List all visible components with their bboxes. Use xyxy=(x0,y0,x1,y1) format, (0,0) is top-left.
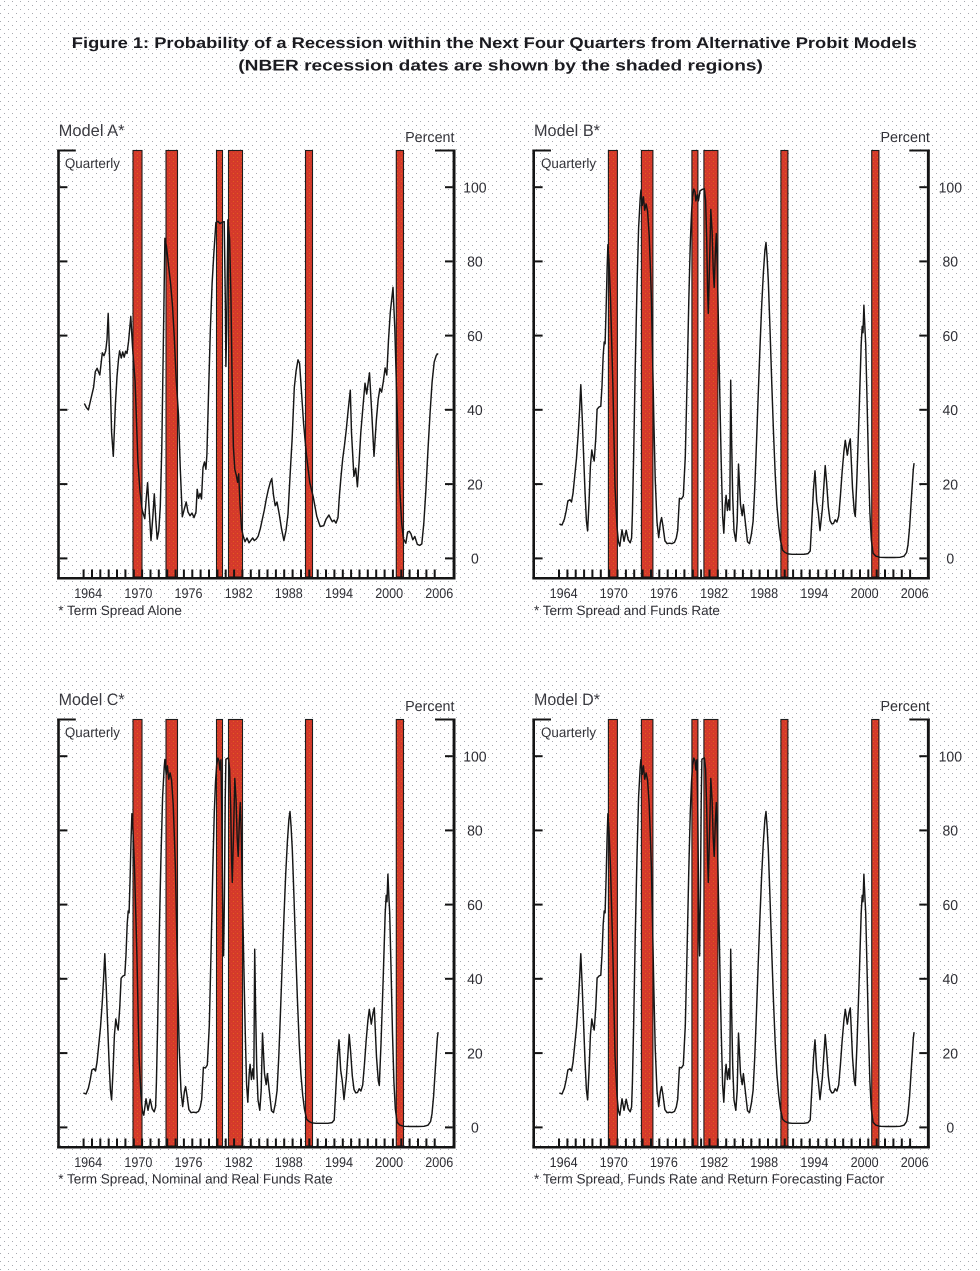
svg-text:80: 80 xyxy=(467,255,483,271)
svg-text:1970: 1970 xyxy=(600,1154,628,1170)
svg-text:2006: 2006 xyxy=(425,1154,453,1170)
svg-text:1970: 1970 xyxy=(600,585,628,601)
svg-text:Model A*: Model A* xyxy=(59,122,126,140)
svg-text:1994: 1994 xyxy=(800,585,828,601)
svg-text:1988: 1988 xyxy=(275,585,303,601)
svg-text:40: 40 xyxy=(467,972,483,988)
svg-text:* Term Spread, Nominal and Rea: * Term Spread, Nominal and Real Funds Ra… xyxy=(58,1172,332,1187)
svg-text:0: 0 xyxy=(946,552,954,568)
svg-text:Quarterly: Quarterly xyxy=(65,156,120,171)
svg-text:Quarterly: Quarterly xyxy=(541,725,596,740)
svg-text:20: 20 xyxy=(467,477,483,493)
svg-text:0: 0 xyxy=(471,1121,479,1137)
svg-text:1988: 1988 xyxy=(750,1154,778,1170)
svg-text:(NBER recession dates are show: (NBER recession dates are shown by the s… xyxy=(238,58,763,75)
svg-text:2000: 2000 xyxy=(851,585,879,601)
svg-text:Percent: Percent xyxy=(881,130,930,146)
svg-text:1964: 1964 xyxy=(74,1154,102,1170)
svg-text:Quarterly: Quarterly xyxy=(65,725,120,740)
svg-text:1976: 1976 xyxy=(175,1154,203,1170)
svg-text:Model D*: Model D* xyxy=(534,691,601,709)
svg-text:2006: 2006 xyxy=(425,585,453,601)
svg-text:100: 100 xyxy=(939,180,962,196)
svg-text:1976: 1976 xyxy=(650,1154,678,1170)
svg-text:* Term Spread, Funds Rate and: * Term Spread, Funds Rate and Return For… xyxy=(534,1172,885,1187)
svg-text:40: 40 xyxy=(943,972,959,988)
svg-text:Quarterly: Quarterly xyxy=(541,156,596,171)
svg-text:1964: 1964 xyxy=(550,1154,578,1170)
svg-text:40: 40 xyxy=(943,403,959,419)
svg-text:80: 80 xyxy=(943,255,959,271)
svg-text:60: 60 xyxy=(467,898,483,914)
svg-text:1970: 1970 xyxy=(124,585,152,601)
svg-text:0: 0 xyxy=(471,552,479,568)
svg-text:1994: 1994 xyxy=(325,585,353,601)
svg-text:Percent: Percent xyxy=(881,699,930,715)
svg-text:100: 100 xyxy=(463,749,486,765)
svg-text:1976: 1976 xyxy=(175,585,203,601)
svg-text:80: 80 xyxy=(943,824,959,840)
svg-text:1982: 1982 xyxy=(700,585,728,601)
svg-text:20: 20 xyxy=(943,1046,959,1062)
svg-text:Percent: Percent xyxy=(405,130,454,146)
svg-text:1994: 1994 xyxy=(800,1154,828,1170)
svg-text:* Term Spread Alone: * Term Spread Alone xyxy=(58,603,182,618)
svg-text:1988: 1988 xyxy=(750,585,778,601)
svg-text:Model B*: Model B* xyxy=(534,122,601,140)
svg-text:60: 60 xyxy=(943,329,959,345)
svg-text:1982: 1982 xyxy=(225,585,253,601)
svg-text:60: 60 xyxy=(467,329,483,345)
svg-text:1982: 1982 xyxy=(225,1154,253,1170)
svg-text:1970: 1970 xyxy=(124,1154,152,1170)
svg-text:60: 60 xyxy=(943,898,959,914)
svg-text:2006: 2006 xyxy=(901,1154,929,1170)
svg-text:40: 40 xyxy=(467,403,483,419)
svg-text:2000: 2000 xyxy=(851,1154,879,1170)
svg-text:1964: 1964 xyxy=(550,585,578,601)
svg-text:1976: 1976 xyxy=(650,585,678,601)
svg-text:1988: 1988 xyxy=(275,1154,303,1170)
svg-text:* Term Spread and Funds Rate: * Term Spread and Funds Rate xyxy=(534,603,720,618)
svg-text:0: 0 xyxy=(946,1121,954,1137)
svg-text:20: 20 xyxy=(943,477,959,493)
svg-text:2000: 2000 xyxy=(375,585,403,601)
svg-text:2006: 2006 xyxy=(901,585,929,601)
svg-text:Model C*: Model C* xyxy=(59,691,126,709)
svg-text:1994: 1994 xyxy=(325,1154,353,1170)
svg-text:1964: 1964 xyxy=(74,585,102,601)
svg-text:100: 100 xyxy=(939,749,962,765)
svg-text:2000: 2000 xyxy=(375,1154,403,1170)
svg-text:Percent: Percent xyxy=(405,699,454,715)
svg-text:80: 80 xyxy=(467,824,483,840)
svg-text:Figure 1: Probability of a Rec: Figure 1: Probability of a Recession wit… xyxy=(72,35,917,52)
svg-text:1982: 1982 xyxy=(700,1154,728,1170)
svg-text:20: 20 xyxy=(467,1046,483,1062)
svg-text:100: 100 xyxy=(463,180,486,196)
